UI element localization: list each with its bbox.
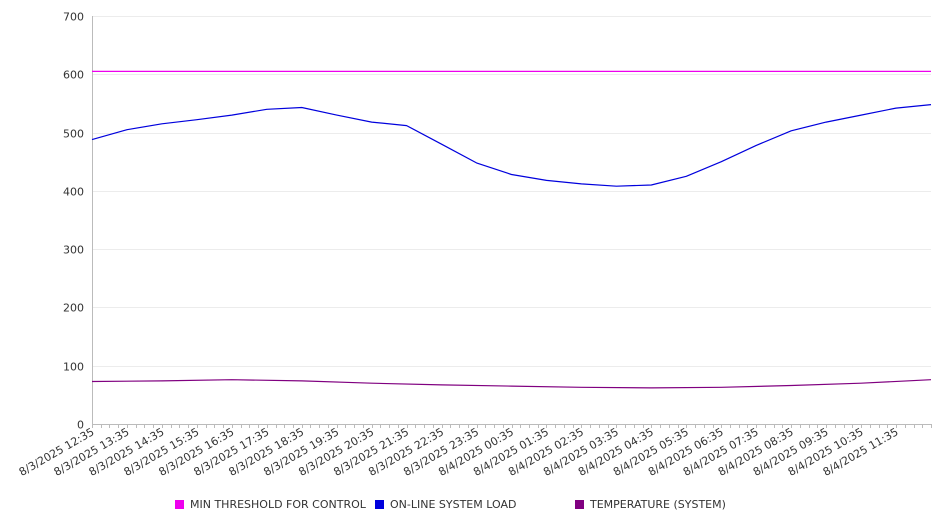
legend-label-threshold: MIN THRESHOLD FOR CONTROL [190, 498, 366, 511]
grid-lines [92, 16, 931, 367]
legend-item-load[interactable]: ON-LINE SYSTEM LOAD [375, 498, 516, 511]
y-tick-label: 200 [63, 302, 84, 315]
y-axis-ticks: 0 100 200 300 400 500 600 700 [63, 11, 84, 432]
legend-swatch-threshold [175, 500, 184, 509]
y-tick-label: 300 [63, 244, 84, 257]
legend-swatch-temperature [575, 500, 584, 509]
legend: MIN THRESHOLD FOR CONTROL ON-LINE SYSTEM… [0, 498, 946, 518]
y-tick-label: 500 [63, 128, 84, 141]
y-tick-label: 700 [63, 11, 84, 24]
y-tick-label: 0 [77, 419, 84, 432]
series-line-2 [91, 104, 932, 187]
legend-label-temperature: TEMPERATURE (SYSTEM) [590, 498, 726, 511]
legend-swatch-load [375, 500, 384, 509]
legend-item-threshold[interactable]: MIN THRESHOLD FOR CONTROL [175, 498, 366, 511]
legend-label-load: ON-LINE SYSTEM LOAD [390, 498, 517, 511]
legend-item-temperature[interactable]: TEMPERATURE (SYSTEM) [575, 498, 726, 511]
x-axis-ticks: 8/3/2025 12:358/3/2025 13:358/3/2025 14:… [17, 425, 901, 479]
axes [92, 16, 932, 428]
y-tick-label: 400 [63, 186, 84, 199]
series-line-3 [91, 379, 932, 389]
series-lines [91, 70, 932, 389]
y-tick-label: 100 [63, 361, 84, 374]
y-tick-label: 600 [63, 69, 84, 82]
